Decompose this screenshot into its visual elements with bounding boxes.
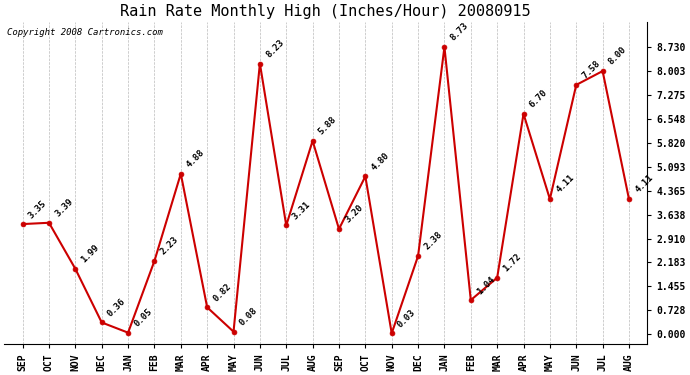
Text: 0.08: 0.08 — [237, 306, 259, 327]
Text: 3.35: 3.35 — [27, 198, 48, 220]
Text: 0.03: 0.03 — [396, 308, 417, 329]
Text: 4.88: 4.88 — [185, 148, 206, 170]
Text: 4.11: 4.11 — [554, 173, 575, 195]
Text: 8.00: 8.00 — [607, 45, 629, 67]
Text: 0.05: 0.05 — [132, 307, 154, 328]
Text: 0.82: 0.82 — [211, 282, 233, 303]
Text: 3.20: 3.20 — [343, 203, 365, 225]
Text: 1.04: 1.04 — [475, 274, 497, 296]
Text: 1.99: 1.99 — [79, 243, 101, 265]
Text: 5.88: 5.88 — [317, 115, 338, 136]
Text: 7.58: 7.58 — [580, 59, 602, 81]
Text: 0.36: 0.36 — [106, 297, 128, 318]
Text: 8.23: 8.23 — [264, 38, 286, 59]
Text: 2.38: 2.38 — [422, 230, 444, 252]
Title: Rain Rate Monthly High (Inches/Hour) 20080915: Rain Rate Monthly High (Inches/Hour) 200… — [121, 4, 531, 19]
Text: Copyright 2008 Cartronics.com: Copyright 2008 Cartronics.com — [8, 28, 164, 37]
Text: 1.72: 1.72 — [502, 252, 523, 273]
Text: 6.70: 6.70 — [528, 88, 549, 110]
Text: 8.73: 8.73 — [448, 21, 470, 43]
Text: 3.39: 3.39 — [53, 197, 75, 219]
Text: 4.80: 4.80 — [370, 151, 391, 172]
Text: 2.23: 2.23 — [159, 235, 180, 257]
Text: 4.11: 4.11 — [633, 173, 655, 195]
Text: 3.31: 3.31 — [290, 200, 312, 221]
